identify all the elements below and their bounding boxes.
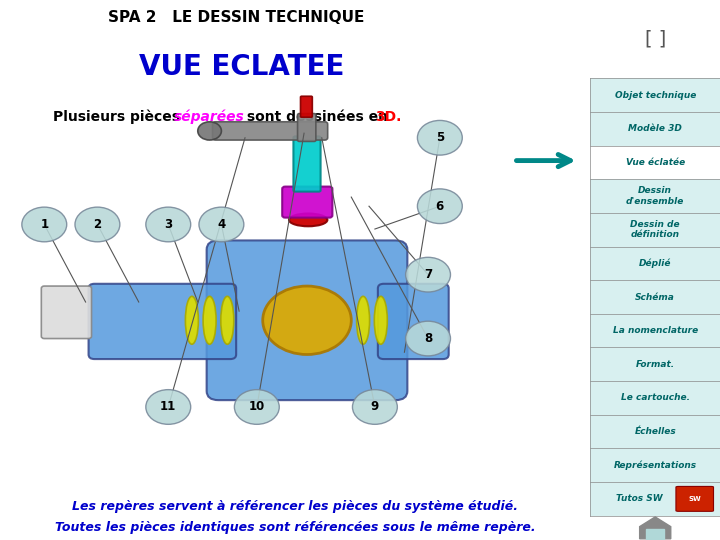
Polygon shape (639, 517, 671, 539)
Circle shape (353, 390, 397, 424)
Circle shape (405, 321, 451, 356)
FancyBboxPatch shape (212, 122, 328, 140)
Text: 5: 5 (436, 131, 444, 144)
FancyBboxPatch shape (294, 137, 320, 192)
FancyBboxPatch shape (297, 113, 316, 141)
Text: 3: 3 (164, 218, 172, 231)
Text: [ ]: [ ] (644, 30, 666, 49)
FancyBboxPatch shape (300, 96, 312, 117)
Circle shape (235, 390, 279, 424)
Ellipse shape (374, 296, 387, 344)
Text: sont dessinées en: sont dessinées en (242, 110, 393, 124)
Circle shape (22, 207, 67, 242)
Text: La nomenclature: La nomenclature (613, 326, 698, 335)
Text: Échelles: Échelles (634, 427, 676, 436)
Ellipse shape (203, 296, 216, 344)
Text: Modèle 3D: Modèle 3D (629, 124, 682, 133)
FancyBboxPatch shape (207, 240, 408, 400)
Text: 8: 8 (424, 332, 432, 345)
Circle shape (146, 390, 191, 424)
FancyBboxPatch shape (41, 286, 91, 339)
FancyBboxPatch shape (676, 487, 714, 511)
Circle shape (418, 189, 462, 224)
Ellipse shape (185, 296, 199, 344)
Text: SW: SW (688, 496, 701, 502)
Text: Objet technique: Objet technique (614, 91, 696, 99)
Text: Toutes les pièces identiques sont référencées sous le même repère.: Toutes les pièces identiques sont référe… (55, 521, 536, 535)
Ellipse shape (289, 213, 328, 226)
FancyBboxPatch shape (282, 187, 333, 218)
Text: 1: 1 (40, 218, 48, 231)
Circle shape (199, 207, 244, 242)
Ellipse shape (221, 296, 234, 344)
Text: 7: 7 (424, 268, 432, 281)
Text: 10: 10 (248, 401, 265, 414)
Text: 11: 11 (160, 401, 176, 414)
Text: Dessin de
définition: Dessin de définition (631, 220, 680, 239)
Text: 2: 2 (94, 218, 102, 231)
Text: séparées: séparées (174, 110, 245, 125)
FancyBboxPatch shape (378, 284, 449, 359)
Ellipse shape (356, 296, 369, 344)
Circle shape (198, 122, 222, 140)
Circle shape (146, 207, 191, 242)
Text: Le cartouche.: Le cartouche. (621, 394, 690, 402)
Text: Déplié: Déplié (639, 259, 672, 268)
Text: VUE ECLATEE: VUE ECLATEE (140, 53, 345, 81)
Text: 6: 6 (436, 200, 444, 213)
Circle shape (418, 120, 462, 155)
Circle shape (405, 258, 451, 292)
Text: 3D.: 3D. (375, 110, 401, 124)
Text: Dessin
d'ensemble: Dessin d'ensemble (626, 186, 685, 206)
Text: Les repères servent à référencer les pièces du système étudié.: Les repères servent à référencer les piè… (72, 501, 518, 514)
Text: Vue éclatée: Vue éclatée (626, 158, 685, 167)
Text: 9: 9 (371, 401, 379, 414)
Text: Schéma: Schéma (635, 293, 675, 301)
Text: SPA 2   LE DESSIN TECHNIQUE: SPA 2 LE DESSIN TECHNIQUE (108, 10, 364, 25)
FancyBboxPatch shape (89, 284, 236, 359)
Circle shape (263, 286, 351, 355)
Text: Format.: Format. (636, 360, 675, 369)
Text: Tutos SW: Tutos SW (616, 495, 663, 503)
Text: 4: 4 (217, 218, 225, 231)
Text: Représentations: Représentations (613, 461, 697, 470)
Text: Plusieurs pièces: Plusieurs pièces (53, 110, 185, 125)
Circle shape (75, 207, 120, 242)
Polygon shape (646, 529, 665, 539)
